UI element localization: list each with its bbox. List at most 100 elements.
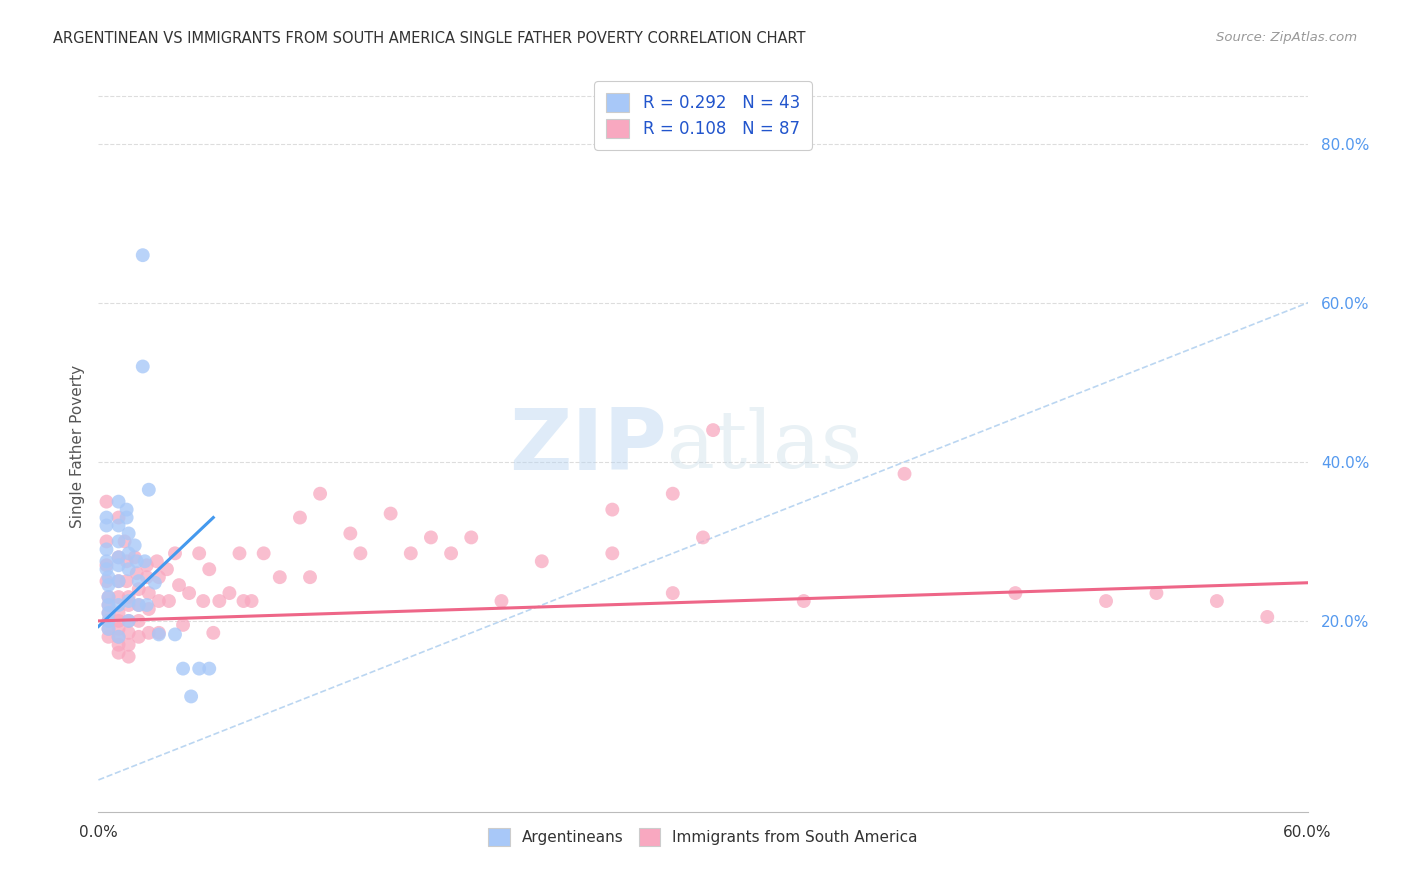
Point	[132, 359, 155, 374]
Point	[138, 602, 160, 616]
Point	[128, 598, 150, 612]
Point	[97, 630, 120, 644]
Point	[107, 630, 129, 644]
Point	[107, 622, 129, 636]
Point	[148, 570, 170, 584]
Point	[380, 507, 402, 521]
Point	[114, 534, 136, 549]
Legend: Argentineans, Immigrants from South America: Argentineans, Immigrants from South Amer…	[482, 822, 924, 852]
Point	[156, 562, 179, 576]
Point	[96, 518, 118, 533]
Point	[702, 423, 724, 437]
Point	[179, 586, 201, 600]
Point	[198, 562, 221, 576]
Point	[115, 554, 138, 568]
Point	[299, 570, 322, 584]
Point	[118, 625, 141, 640]
Point	[118, 598, 141, 612]
Point	[399, 546, 422, 560]
Point	[97, 570, 120, 584]
Point	[97, 606, 120, 620]
Point	[96, 534, 118, 549]
Y-axis label: Single Father Poverty: Single Father Poverty	[69, 365, 84, 527]
Point	[107, 590, 129, 604]
Point	[115, 502, 138, 516]
Point	[188, 546, 211, 560]
Point	[172, 618, 194, 632]
Point	[1146, 586, 1168, 600]
Point	[97, 622, 120, 636]
Point	[128, 574, 150, 589]
Point	[115, 574, 138, 589]
Point	[118, 614, 141, 628]
Point	[893, 467, 915, 481]
Point	[97, 590, 120, 604]
Point	[1256, 610, 1278, 624]
Point	[793, 594, 815, 608]
Point	[135, 570, 157, 584]
Point	[128, 582, 150, 596]
Point	[143, 575, 166, 590]
Point	[97, 606, 120, 620]
Point	[118, 562, 141, 576]
Point	[107, 510, 129, 524]
Point	[128, 630, 150, 644]
Text: ZIP: ZIP	[509, 404, 666, 488]
Point	[208, 594, 231, 608]
Point	[107, 550, 129, 565]
Point	[1004, 586, 1026, 600]
Point	[132, 248, 155, 262]
Point	[125, 566, 148, 581]
Point	[1206, 594, 1229, 608]
Point	[107, 550, 129, 565]
Point	[96, 562, 118, 576]
Point	[146, 554, 169, 568]
Point	[193, 594, 215, 608]
Point	[107, 574, 129, 589]
Point	[128, 598, 150, 612]
Point	[96, 494, 118, 508]
Point	[97, 614, 120, 628]
Point	[107, 646, 129, 660]
Point	[138, 483, 160, 497]
Point	[661, 486, 683, 500]
Point	[118, 590, 141, 604]
Point	[167, 578, 190, 592]
Point	[138, 586, 160, 600]
Point	[107, 558, 129, 573]
Point	[96, 558, 118, 573]
Point	[125, 554, 148, 568]
Point	[1095, 594, 1118, 608]
Point	[118, 594, 141, 608]
Point	[349, 546, 371, 560]
Text: ARGENTINEAN VS IMMIGRANTS FROM SOUTH AMERICA SINGLE FATHER POVERTY CORRELATION C: ARGENTINEAN VS IMMIGRANTS FROM SOUTH AME…	[53, 31, 806, 46]
Point	[96, 510, 118, 524]
Point	[107, 598, 129, 612]
Point	[107, 638, 129, 652]
Point	[107, 518, 129, 533]
Point	[420, 530, 443, 544]
Point	[107, 630, 129, 644]
Point	[530, 554, 553, 568]
Point	[97, 590, 120, 604]
Point	[107, 614, 129, 628]
Point	[202, 625, 225, 640]
Point	[163, 627, 186, 641]
Point	[339, 526, 361, 541]
Point	[253, 546, 276, 560]
Point	[228, 546, 250, 560]
Point	[148, 627, 170, 641]
Point	[135, 598, 157, 612]
Point	[491, 594, 513, 608]
Point	[148, 625, 170, 640]
Point	[692, 530, 714, 544]
Point	[97, 598, 120, 612]
Point	[107, 606, 129, 620]
Point	[97, 622, 120, 636]
Point	[134, 554, 156, 568]
Point	[124, 550, 146, 565]
Point	[602, 502, 624, 516]
Point	[107, 494, 129, 508]
Point	[97, 614, 120, 628]
Text: Source: ZipAtlas.com: Source: ZipAtlas.com	[1216, 31, 1357, 45]
